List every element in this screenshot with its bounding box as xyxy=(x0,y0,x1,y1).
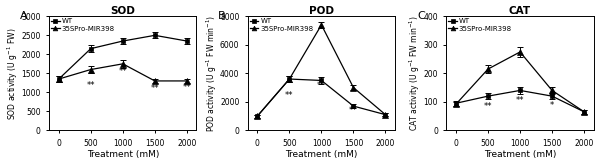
Line: WT: WT xyxy=(56,33,189,82)
WT xyxy=(350,105,357,107)
Line: 35SPro-MIR398: 35SPro-MIR398 xyxy=(56,61,190,84)
WT xyxy=(318,80,325,82)
WT xyxy=(119,40,127,42)
Text: A: A xyxy=(20,11,28,21)
WT xyxy=(452,102,460,104)
WT xyxy=(87,48,94,50)
Legend: WT, 35SPro-MIR398: WT, 35SPro-MIR398 xyxy=(50,18,115,32)
Text: **: ** xyxy=(349,106,358,115)
WT xyxy=(151,34,158,36)
WT xyxy=(580,111,587,113)
Text: **: ** xyxy=(86,82,95,90)
35SPro-MIR398 xyxy=(119,63,127,65)
35SPro-MIR398 xyxy=(484,68,491,70)
Line: 35SPro-MIR398: 35SPro-MIR398 xyxy=(453,49,587,115)
Text: B: B xyxy=(218,11,226,21)
X-axis label: Treatment (mM): Treatment (mM) xyxy=(484,150,556,159)
Text: **: ** xyxy=(484,102,492,111)
35SPro-MIR398 xyxy=(548,89,556,91)
X-axis label: Treatment (mM): Treatment (mM) xyxy=(285,150,358,159)
35SPro-MIR398 xyxy=(382,114,389,116)
35SPro-MIR398 xyxy=(55,78,62,80)
WT xyxy=(382,114,389,116)
WT xyxy=(548,95,556,97)
35SPro-MIR398 xyxy=(254,115,261,117)
35SPro-MIR398 xyxy=(183,80,190,82)
Title: POD: POD xyxy=(309,6,334,16)
WT xyxy=(517,89,524,91)
35SPro-MIR398 xyxy=(318,24,325,26)
Y-axis label: POD activity (U g$^{-1}$ FW min$^{-1}$): POD activity (U g$^{-1}$ FW min$^{-1}$) xyxy=(204,15,218,132)
35SPro-MIR398 xyxy=(580,111,587,113)
Line: WT: WT xyxy=(454,88,587,114)
Legend: WT, 35SPro-MIR398: WT, 35SPro-MIR398 xyxy=(448,18,513,32)
35SPro-MIR398 xyxy=(350,87,357,89)
WT xyxy=(286,78,293,80)
Line: 35SPro-MIR398: 35SPro-MIR398 xyxy=(254,22,388,119)
WT xyxy=(254,115,261,117)
35SPro-MIR398 xyxy=(452,103,460,105)
Y-axis label: SOD activity (U g$^{-1}$ FW): SOD activity (U g$^{-1}$ FW) xyxy=(5,27,20,119)
X-axis label: Treatment (mM): Treatment (mM) xyxy=(86,150,159,159)
Line: WT: WT xyxy=(255,77,388,118)
Text: C: C xyxy=(417,11,425,21)
35SPro-MIR398 xyxy=(151,80,158,82)
WT xyxy=(484,95,491,97)
Text: **: ** xyxy=(182,83,191,92)
Text: **: ** xyxy=(317,82,326,90)
WT xyxy=(183,40,190,42)
Legend: WT, 35SPro-MIR398: WT, 35SPro-MIR398 xyxy=(249,18,314,32)
Text: **: ** xyxy=(151,84,159,94)
35SPro-MIR398 xyxy=(87,68,94,70)
Text: **: ** xyxy=(285,91,293,100)
Text: *: * xyxy=(550,101,554,110)
WT xyxy=(55,78,62,80)
Title: CAT: CAT xyxy=(509,6,531,16)
Title: SOD: SOD xyxy=(110,6,135,16)
Text: **: ** xyxy=(516,96,524,105)
35SPro-MIR398 xyxy=(517,51,524,53)
Text: **: ** xyxy=(119,67,127,76)
35SPro-MIR398 xyxy=(286,78,293,80)
Y-axis label: CAT activity (U g$^{-1}$ FW min$^{-1}$): CAT activity (U g$^{-1}$ FW min$^{-1}$) xyxy=(407,15,422,131)
